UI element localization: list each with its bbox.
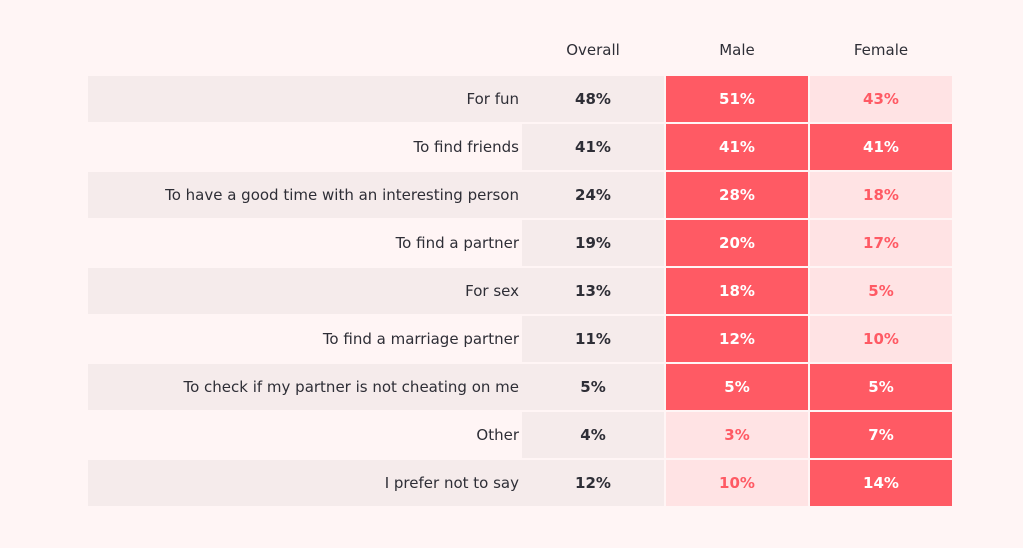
column-header-female: Female <box>853 41 909 59</box>
male-value-cell: 41% <box>666 124 808 170</box>
male-value-cell: 12% <box>666 316 808 362</box>
overall-value-cell: 11% <box>522 316 664 362</box>
row-label: To find a marriage partner <box>88 316 550 362</box>
female-value-cell: 43% <box>810 76 952 122</box>
female-value-cell: 17% <box>810 220 952 266</box>
female-value-cell: 5% <box>810 364 952 410</box>
overall-value-cell: 5% <box>522 364 664 410</box>
female-value-cell: 18% <box>810 172 952 218</box>
female-value-cell: 5% <box>810 268 952 314</box>
row-label: To find a partner <box>88 220 550 266</box>
row-label: I prefer not to say <box>88 460 550 506</box>
column-header-male: Male <box>719 41 755 59</box>
table-row: For sex 13% 18% 5% <box>88 268 952 314</box>
male-value-cell: 5% <box>666 364 808 410</box>
table-row: To find friends 41% 41% 41% <box>88 124 952 170</box>
table-row: To find a partner 19% 20% 17% <box>88 220 952 266</box>
female-value-cell: 41% <box>810 124 952 170</box>
table-row: To have a good time with an interesting … <box>88 172 952 218</box>
overall-value-cell: 41% <box>522 124 664 170</box>
table-row: For fun 48% 51% 43% <box>88 76 952 122</box>
male-value-cell: 18% <box>666 268 808 314</box>
male-value-cell: 20% <box>666 220 808 266</box>
overall-value-cell: 13% <box>522 268 664 314</box>
row-label: To have a good time with an interesting … <box>88 172 550 218</box>
male-value-cell: 28% <box>666 172 808 218</box>
male-value-cell: 51% <box>666 76 808 122</box>
overall-value-cell: 24% <box>522 172 664 218</box>
female-value-cell: 10% <box>810 316 952 362</box>
row-label: To check if my partner is not cheating o… <box>88 364 550 410</box>
overall-value-cell: 12% <box>522 460 664 506</box>
table-row: To find a marriage partner 11% 12% 10% <box>88 316 952 362</box>
table-row: I prefer not to say 12% 10% 14% <box>88 460 952 506</box>
male-value-cell: 3% <box>666 412 808 458</box>
row-label: For fun <box>88 76 550 122</box>
female-value-cell: 7% <box>810 412 952 458</box>
overall-value-cell: 19% <box>522 220 664 266</box>
row-label: For sex <box>88 268 550 314</box>
male-value-cell: 10% <box>666 460 808 506</box>
overall-value-cell: 4% <box>522 412 664 458</box>
row-label: To find friends <box>88 124 550 170</box>
overall-value-cell: 48% <box>522 76 664 122</box>
row-label: Other <box>88 412 550 458</box>
table-row: To check if my partner is not cheating o… <box>88 364 952 410</box>
column-header-overall: Overall <box>566 41 620 59</box>
table-row: Other 4% 3% 7% <box>88 412 952 458</box>
female-value-cell: 14% <box>810 460 952 506</box>
